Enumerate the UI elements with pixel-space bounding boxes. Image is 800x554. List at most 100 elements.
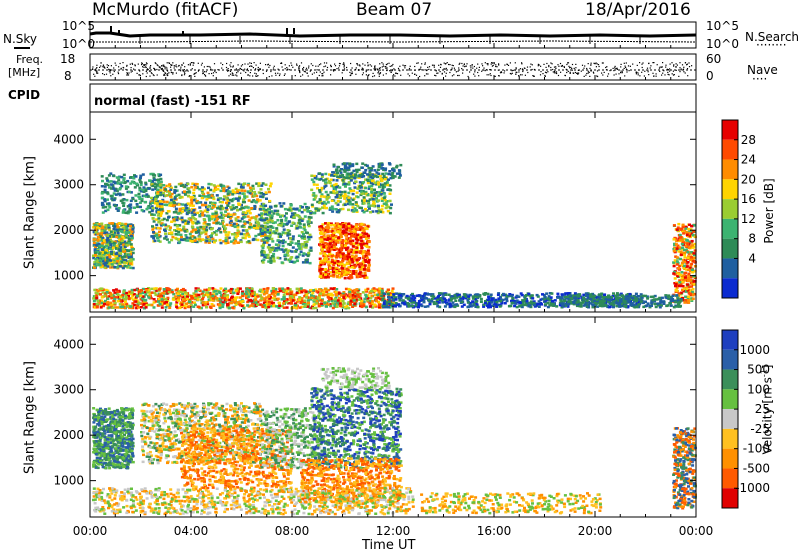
echo-cell (353, 186, 357, 189)
echo-cell (346, 226, 350, 229)
echo-cell (267, 243, 271, 247)
freq-dot (146, 63, 148, 65)
freq-dot (435, 69, 437, 72)
freq-dot (378, 73, 380, 75)
freq-dot (95, 68, 97, 70)
freq-dot (598, 65, 600, 68)
freq-dot (616, 67, 618, 69)
echo-cell (360, 244, 363, 247)
echo-cell (125, 198, 129, 202)
echo-cell (251, 187, 255, 190)
echo-cell (290, 224, 294, 227)
echo-cell (377, 181, 380, 184)
freq-dot (393, 74, 395, 76)
echo-cell (286, 288, 290, 291)
freq-dot (288, 65, 290, 67)
echo-cell (101, 259, 105, 263)
echo-cell (353, 181, 357, 185)
echo-cell (328, 237, 332, 241)
echo-cell (108, 206, 112, 209)
echo-cell (108, 263, 112, 266)
freq-dot (374, 65, 376, 67)
echo-cell (191, 228, 195, 231)
echo-cell (361, 189, 365, 193)
freq-dot (533, 75, 535, 77)
echo-cell (320, 173, 324, 176)
echo-cell (206, 238, 210, 242)
echo-cell (105, 231, 109, 234)
echo-cell (358, 268, 362, 271)
echo-cell (185, 230, 189, 233)
echo-cell (92, 254, 95, 257)
echo-cell (156, 188, 159, 191)
echo-cell (93, 266, 96, 269)
echo-cell (151, 184, 155, 188)
echo-cell (365, 235, 369, 238)
freq-dot (195, 72, 197, 74)
echo-cell (362, 175, 366, 178)
echo-cell (159, 189, 163, 192)
echo-cell (370, 167, 374, 170)
echo-cell (265, 197, 268, 200)
freq-dot (441, 73, 443, 75)
echo-cell (339, 300, 343, 303)
echo-cell (311, 305, 314, 308)
echo-cell (359, 304, 362, 308)
echo-cell (252, 199, 256, 202)
echo-cell (345, 267, 349, 271)
echo-cell (184, 204, 188, 207)
echo-cell (253, 226, 256, 229)
echo-cell (373, 181, 377, 184)
echo-cell (248, 221, 252, 225)
freq-dot (92, 68, 94, 70)
echo-cell (356, 238, 360, 242)
freq-dot (493, 62, 495, 64)
echo-cell (226, 204, 230, 207)
echo-cell (217, 184, 221, 188)
echo-cell (367, 263, 371, 267)
echo-cell (365, 232, 368, 236)
echo-cell (201, 214, 205, 217)
echo-cell (101, 206, 105, 209)
freq-dot (613, 70, 615, 72)
echo-cell (272, 257, 276, 260)
echo-cell (156, 226, 160, 230)
echo-cell (266, 299, 270, 302)
echo-cell (129, 297, 133, 300)
freq-dot (445, 67, 447, 69)
echo-cell (326, 257, 330, 261)
echo-cell (120, 224, 124, 227)
freq-dot (369, 64, 371, 66)
freq-dot (317, 65, 319, 67)
echo-cell (253, 190, 257, 194)
echo-cell (157, 180, 161, 183)
echo-cell (337, 224, 341, 228)
freq-dot (679, 67, 681, 69)
echo-cell (174, 189, 177, 193)
echo-cell (348, 162, 352, 165)
freq-dot (191, 68, 193, 70)
freq-dot (384, 66, 386, 68)
echo-cell (307, 299, 310, 302)
echo-cell (346, 202, 350, 206)
freq-dot (252, 67, 254, 69)
freq-dot (416, 62, 418, 64)
echo-cell (229, 287, 233, 291)
echo-cell (177, 230, 181, 234)
echo-cell (259, 205, 263, 208)
echo-cell (267, 190, 271, 194)
freq-dot (443, 71, 446, 73)
echo-cell (194, 218, 198, 221)
echo-cell (307, 253, 311, 256)
echo-cell (324, 254, 328, 257)
echo-cell (132, 298, 136, 301)
echo-cell (323, 241, 327, 245)
freq-dot (163, 70, 165, 72)
freq-dot (602, 62, 604, 64)
freq-dot (362, 72, 364, 74)
echo-cell (269, 261, 273, 264)
freq-dot (669, 70, 671, 72)
echo-cell (110, 250, 113, 254)
echo-cell (383, 185, 386, 189)
echo-cell (335, 173, 339, 176)
